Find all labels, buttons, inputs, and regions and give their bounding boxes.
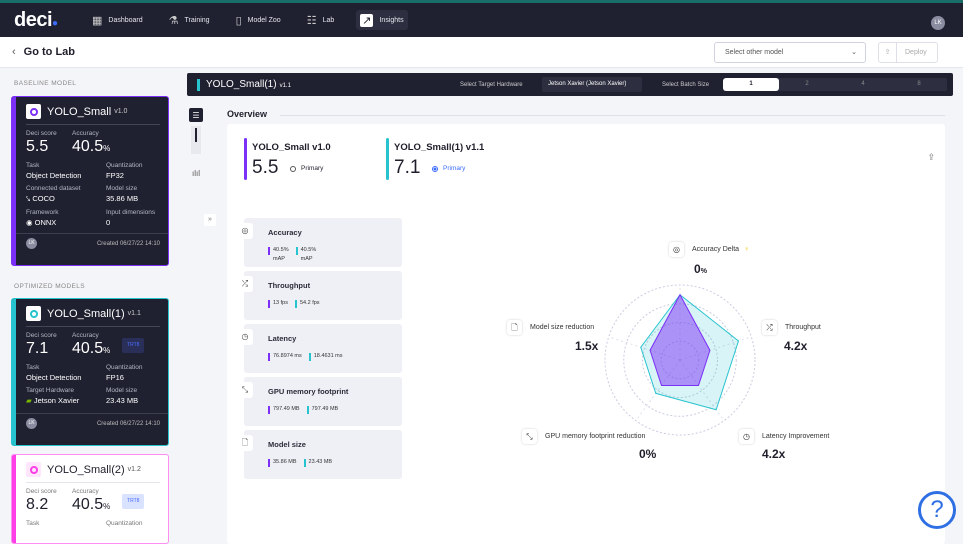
current-model-title: YOLO_Small(1) v1.1 (206, 79, 291, 90)
model-zoo-icon: ▯ (235, 14, 242, 27)
dataset-icon: ⤥ (26, 194, 33, 203)
optimized-heading: OPTIMIZED MODELS (14, 283, 86, 290)
radar-grid-ring (604, 284, 756, 436)
view-toolbar: ☰ ılıl (187, 104, 205, 184)
overview-card: YOLO_Small v1.0 5.5 Primary YOLO_Small(1)… (227, 124, 945, 544)
shuffle-icon: ⤮ (762, 320, 777, 335)
optimized-value: 40.5% mAP (295, 247, 316, 262)
deci-logo[interactable]: deci● (14, 8, 58, 31)
baseline-value: 35.86 MB (268, 459, 297, 467)
primary-radio[interactable]: Primary (432, 165, 465, 172)
creator-avatar: LK (26, 418, 37, 429)
radar-label-gpu-memory: ⤡ GPU memory footprint reduction (522, 429, 645, 444)
overview-title: Overview (227, 109, 268, 119)
model-icon (26, 104, 41, 119)
optimized-model-card[interactable]: YOLO_Small(2) v1.2 Deci score 8.2 Accuracy… (11, 454, 169, 544)
top-nav: deci● ▦ Dashboard ⚗ Training ▯ Model Zoo ☷ L… (0, 3, 963, 37)
dashboard-icon: ▦ (92, 14, 103, 27)
clock-icon: ◷ (237, 329, 253, 345)
radar-series-baseline (649, 294, 711, 386)
upload-icon: ⇪ (879, 43, 897, 62)
model-icon (26, 462, 41, 477)
nav-lab[interactable]: ☷ Lab (306, 14, 335, 27)
baseline-model-card[interactable]: YOLO_Small v1.0 Deci score 5.5 Accuracy 40.… (11, 96, 169, 266)
metric-card: 🗋 Model size 35.86 MB 23.43 MB (237, 430, 402, 479)
target-icon: ◎ (669, 242, 684, 257)
baseline-value: 76.8974 ms (268, 353, 302, 361)
insights-icon: ↗ (360, 13, 374, 27)
radar-value-latency: 4.2x (762, 447, 786, 461)
compress-icon: ⤡ (237, 382, 253, 398)
radar-value-gpu-memory: 0% (639, 447, 657, 461)
chevron-left-icon: ‹ (12, 46, 16, 58)
model-summary-baseline: YOLO_Small v1.0 5.5 Primary (244, 138, 331, 180)
radar-label-latency: ◷ Latency Improvement (739, 429, 829, 444)
radar-value-model-size: 1.5x (575, 339, 599, 353)
deci-score: 5.5 (26, 138, 49, 155)
onnx-icon: ◉ (26, 218, 35, 227)
optimized-value: 54.2 fps (294, 300, 320, 308)
nvidia-icon: ▰ (26, 396, 34, 405)
radar-label-throughput: ⤮ Throughput (762, 320, 821, 335)
shuffle-icon: ⤮ (237, 276, 253, 292)
nav-model-zoo[interactable]: ▯ Model Zoo (235, 14, 281, 27)
compress-icon: ⤡ (522, 429, 537, 444)
optimized-value: 23.43 MB (303, 459, 332, 467)
optimized-value: 18.4631 ms (308, 353, 343, 361)
clock-icon: ◷ (739, 429, 754, 444)
creator-avatar: LK (26, 238, 37, 249)
subheader: ‹ Go to Lab Select other model ⌄ ⇪ Deploy (0, 37, 963, 68)
model-sidebar: BASELINE MODEL YOLO_Small v1.0 Deci score… (0, 68, 178, 544)
batch-option[interactable]: 1 (723, 78, 779, 91)
share-icon[interactable]: ⇪ (927, 152, 935, 162)
lab-icon: ☷ (306, 14, 317, 27)
batch-option[interactable]: 4 (861, 81, 865, 87)
baseline-value: 797.49 MB (268, 406, 300, 414)
baseline-value: 40.5% mAP (268, 247, 289, 262)
view-slider[interactable] (191, 126, 201, 154)
help-button[interactable]: ? (918, 491, 956, 529)
file-icon: 🗋 (237, 435, 253, 451)
target-icon: ◎ (237, 223, 253, 239)
chevron-down-icon: ⌄ (851, 49, 857, 56)
radar-value-accuracy: 0% (694, 262, 707, 276)
nav-dashboard[interactable]: ▦ Dashboard (92, 14, 143, 27)
batch-option[interactable]: 8 (917, 81, 921, 87)
metric-card: ◷ Latency 76.8974 ms 18.4631 ms (237, 324, 402, 373)
batch-option[interactable]: 2 (805, 81, 809, 87)
metric-card: ⤡ GPU memory footprint 797.49 MB 797.49 M… (237, 377, 402, 426)
user-avatar[interactable]: LK (931, 16, 945, 30)
target-hardware-select[interactable]: Jetson Xavier (Jetson Xavier) (542, 77, 642, 92)
nav-insights[interactable]: ↗ Insights (356, 10, 408, 30)
top-accent-line (0, 0, 963, 3)
select-other-model-dropdown[interactable]: Select other model ⌄ (714, 42, 866, 63)
file-icon: 🗋 (507, 320, 522, 335)
radar-value-throughput: 4.2x (784, 339, 808, 353)
radar-label-accuracy: ◎ Accuracy Delta ♀ (669, 242, 749, 257)
deploy-button[interactable]: ⇪ Deploy (878, 42, 938, 63)
trt8-badge: TRT8 (122, 338, 145, 353)
model-header-bar: YOLO_Small(1) v1.1 Select Target Hardware… (187, 73, 953, 96)
metric-card: ◎ Accuracy 40.5% mAP 40.5% mAP (237, 218, 402, 267)
flask-icon: ⚗ (168, 14, 179, 27)
expand-sidebar-button[interactable]: » (204, 214, 216, 226)
baseline-value: 13 fps (268, 300, 288, 308)
list-view-icon[interactable]: ☰ (189, 108, 203, 122)
radar-label-model-size: 🗋 Model size reduction (507, 320, 594, 335)
optimized-model-card[interactable]: YOLO_Small(1) v1.1 Deci score 7.1 Accuracy… (11, 298, 169, 446)
bar-chart-icon[interactable]: ılıl (192, 168, 200, 178)
optimized-value: 797.49 MB (306, 406, 338, 414)
batch-size-selector[interactable]: 1 2 4 8 (723, 78, 947, 91)
baseline-heading: BASELINE MODEL (14, 80, 77, 87)
go-to-lab-link[interactable]: ‹ Go to Lab (12, 46, 75, 58)
trt8-badge: TRT8 (122, 494, 145, 509)
nav-training[interactable]: ⚗ Training (168, 14, 210, 27)
metric-card: ⤮ Throughput 13 fps 54.2 fps (237, 271, 402, 320)
primary-radio[interactable]: Primary (290, 165, 323, 172)
lightbulb-icon: ♀ (744, 246, 750, 253)
model-summary-optimized: YOLO_Small(1) v1.1 7.1 Primary (386, 138, 484, 180)
model-icon (26, 306, 41, 321)
radar-chart (604, 284, 756, 436)
accuracy: 40.5 (72, 138, 104, 155)
